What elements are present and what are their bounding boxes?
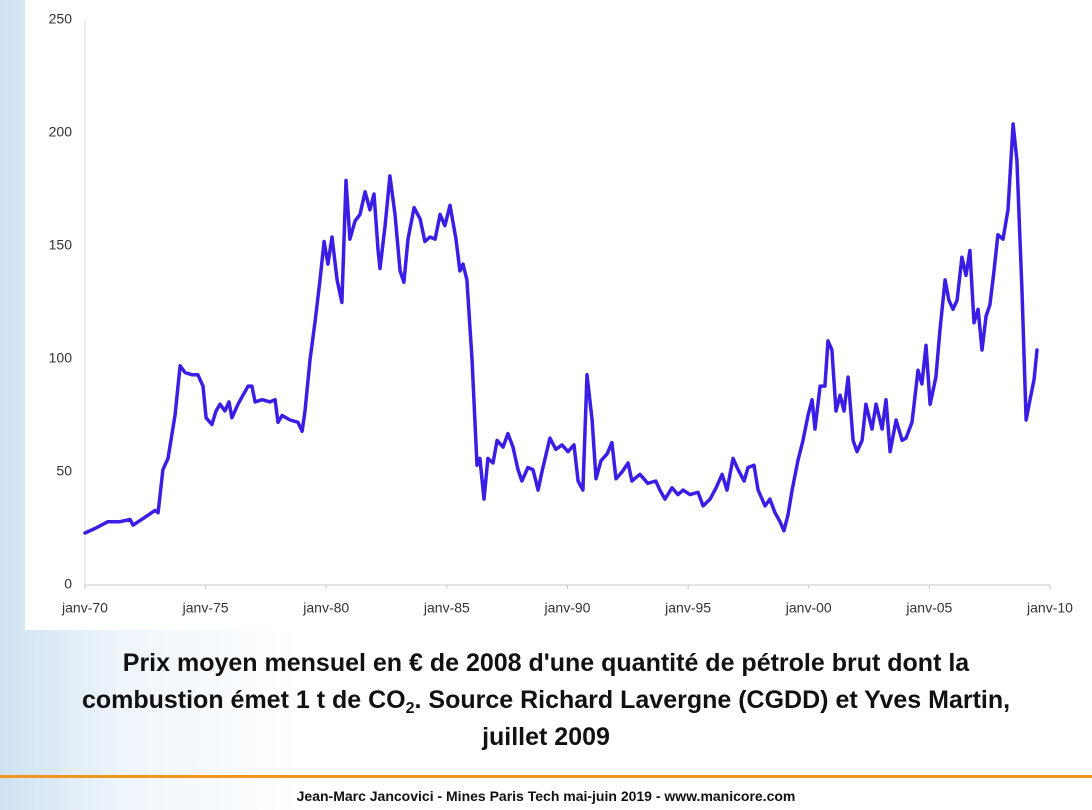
caption-subscript: 2	[405, 700, 415, 717]
x-tick-label: janv-75	[182, 600, 229, 616]
y-tick-label: 250	[49, 11, 73, 27]
chart-panel	[25, 0, 1092, 630]
caption-text: Prix moyen mensuel en € de 2008 d'une qu…	[122, 649, 970, 677]
y-tick-label: 50	[56, 463, 72, 479]
x-tick-label: janv-80	[302, 600, 349, 616]
caption-text: combustion émet 1 t de CO	[81, 686, 406, 714]
caption-text: juillet 2009	[482, 723, 610, 751]
x-tick-label: janv-10	[1026, 600, 1073, 616]
caption-text: . Source Richard Lavergne (CGDD) et Yves…	[414, 686, 1011, 714]
x-tick-label: janv-85	[423, 600, 470, 616]
separator	[0, 775, 1092, 778]
y-tick-label: 200	[49, 124, 73, 140]
x-tick-label: janv-05	[905, 600, 952, 616]
x-tick-label: janv-90	[544, 600, 591, 616]
price-line	[83, 122, 1039, 535]
y-tick-label: 100	[49, 350, 73, 366]
y-tick-label: 150	[49, 237, 73, 253]
x-tick-label: janv-70	[61, 600, 108, 616]
caption: Prix moyen mensuel en € de 2008 d'une qu…	[0, 645, 1092, 756]
x-tick-label: janv-00	[785, 600, 832, 616]
chart: 0 50 100 150 200 250 janv-70 janv-75 janv-80 janv…	[25, 0, 1092, 630]
y-tick-label: 0	[64, 576, 72, 592]
x-tick-label: janv-95	[664, 600, 711, 616]
footer: Jean-Marc Jancovici - Mines Paris Tech m…	[296, 788, 796, 804]
